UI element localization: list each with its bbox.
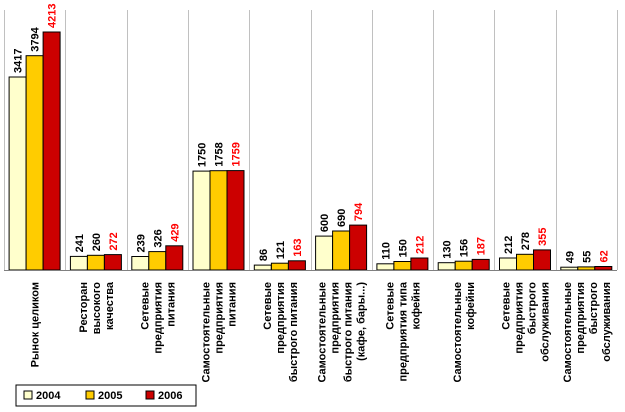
legend-label-2004: 2004	[36, 390, 61, 402]
legend-swatch-2004	[23, 390, 33, 400]
data-label: 241	[74, 234, 86, 252]
data-label: 355	[537, 228, 549, 246]
legend-frame	[15, 384, 197, 407]
data-label: 690	[336, 209, 348, 227]
category-label: Самостоятельныекофейни	[452, 282, 477, 383]
bar-2006-1	[103, 254, 122, 271]
bar-2006-5	[349, 224, 368, 271]
data-label: 3417	[13, 49, 25, 73]
data-label: 794	[353, 202, 365, 221]
bar-2005-6	[393, 261, 412, 271]
bar-2005-7	[454, 260, 473, 271]
bar-2004-2	[131, 256, 150, 271]
data-label: 110	[380, 242, 392, 260]
bar-2004-8	[499, 257, 517, 271]
data-label: 86	[258, 249, 270, 261]
data-label: 1759	[231, 142, 243, 166]
data-label: 600	[319, 214, 331, 232]
category-label: Сетевыепредприятиябыстрогообслуживания	[501, 282, 552, 362]
data-label: 1758	[214, 142, 226, 166]
data-label: 187	[476, 237, 488, 255]
category-labels: Рынок целиком Ресторанвысокогокачества Сет…	[30, 281, 613, 382]
data-label: 326	[152, 229, 164, 247]
legend-swatch-2005	[85, 390, 95, 400]
bar-2006-4	[287, 260, 306, 271]
data-label: 260	[91, 233, 103, 251]
legend-label-2006: 2006	[158, 390, 182, 402]
bar-2005-2	[148, 251, 167, 271]
grid-lines	[4, 10, 618, 270]
category-label: Самостоятельныепредприятиябыстрого питан…	[317, 282, 368, 383]
legend-label-2005: 2005	[98, 390, 122, 402]
data-label: 130	[442, 240, 454, 258]
data-label: 4213	[47, 4, 59, 28]
category-label: Ресторанвысокогокачества	[78, 281, 116, 334]
bar-2006-6	[410, 257, 429, 271]
bar-2005-8	[516, 253, 534, 271]
data-label: 239	[135, 234, 147, 252]
bar-2004-0	[8, 76, 27, 271]
category-label: Рынок целиком	[30, 282, 42, 367]
bar-2005-5	[332, 230, 351, 271]
category-label: Сетевыепредприятияпитания	[139, 282, 177, 354]
data-label: 150	[397, 239, 409, 257]
bar-2006-3	[226, 170, 245, 271]
bar-2005-0	[25, 55, 44, 271]
bar-2004-9	[560, 266, 579, 271]
bar-2006-7	[471, 258, 490, 271]
data-label: 272	[108, 232, 120, 250]
bar-2005-4	[270, 262, 289, 271]
data-label: 212	[503, 236, 515, 254]
bar-2005-3	[209, 170, 228, 271]
category-label: Самостоятельныепредприятияпитания	[201, 282, 239, 383]
bar-2006-8	[533, 249, 551, 271]
data-label: 49	[564, 251, 576, 263]
bar-2006-0	[42, 31, 61, 271]
category-label: Сетевыепредприятия типакофейня	[384, 281, 422, 381]
bar-2004-4	[253, 264, 272, 271]
data-label: 3794	[30, 26, 42, 51]
data-label: 278	[520, 232, 532, 250]
data-label: 163	[292, 238, 304, 256]
legend: 2004 2005 2006	[15, 384, 197, 407]
bar-2004-3	[192, 170, 211, 271]
data-label: 121	[275, 241, 287, 259]
category-label: Самостоятельныепредприятиябыстрогообслуж…	[562, 282, 613, 383]
data-label: 1750	[197, 143, 209, 167]
data-labels: 3417 3794 4213 241 260 272 239 326 429 1750 1758 17…	[13, 4, 611, 264]
bar-2006-2	[165, 245, 184, 271]
data-label: 62	[598, 250, 610, 262]
bar-2004-7	[437, 262, 456, 271]
category-label: Сетевыепредприятиябыстрого питания	[262, 282, 300, 382]
data-label: 156	[459, 239, 471, 257]
bar-2005-9	[577, 266, 596, 271]
bar-2004-1	[69, 255, 88, 271]
data-label: 55	[581, 251, 593, 263]
legend-swatch-2006	[145, 390, 155, 400]
bar-2006-9	[594, 266, 613, 271]
bar-2004-6	[376, 263, 395, 271]
data-label: 429	[169, 223, 181, 241]
bar-2005-1	[86, 254, 105, 271]
data-label: 212	[414, 236, 426, 254]
bar-2004-5	[315, 235, 334, 271]
